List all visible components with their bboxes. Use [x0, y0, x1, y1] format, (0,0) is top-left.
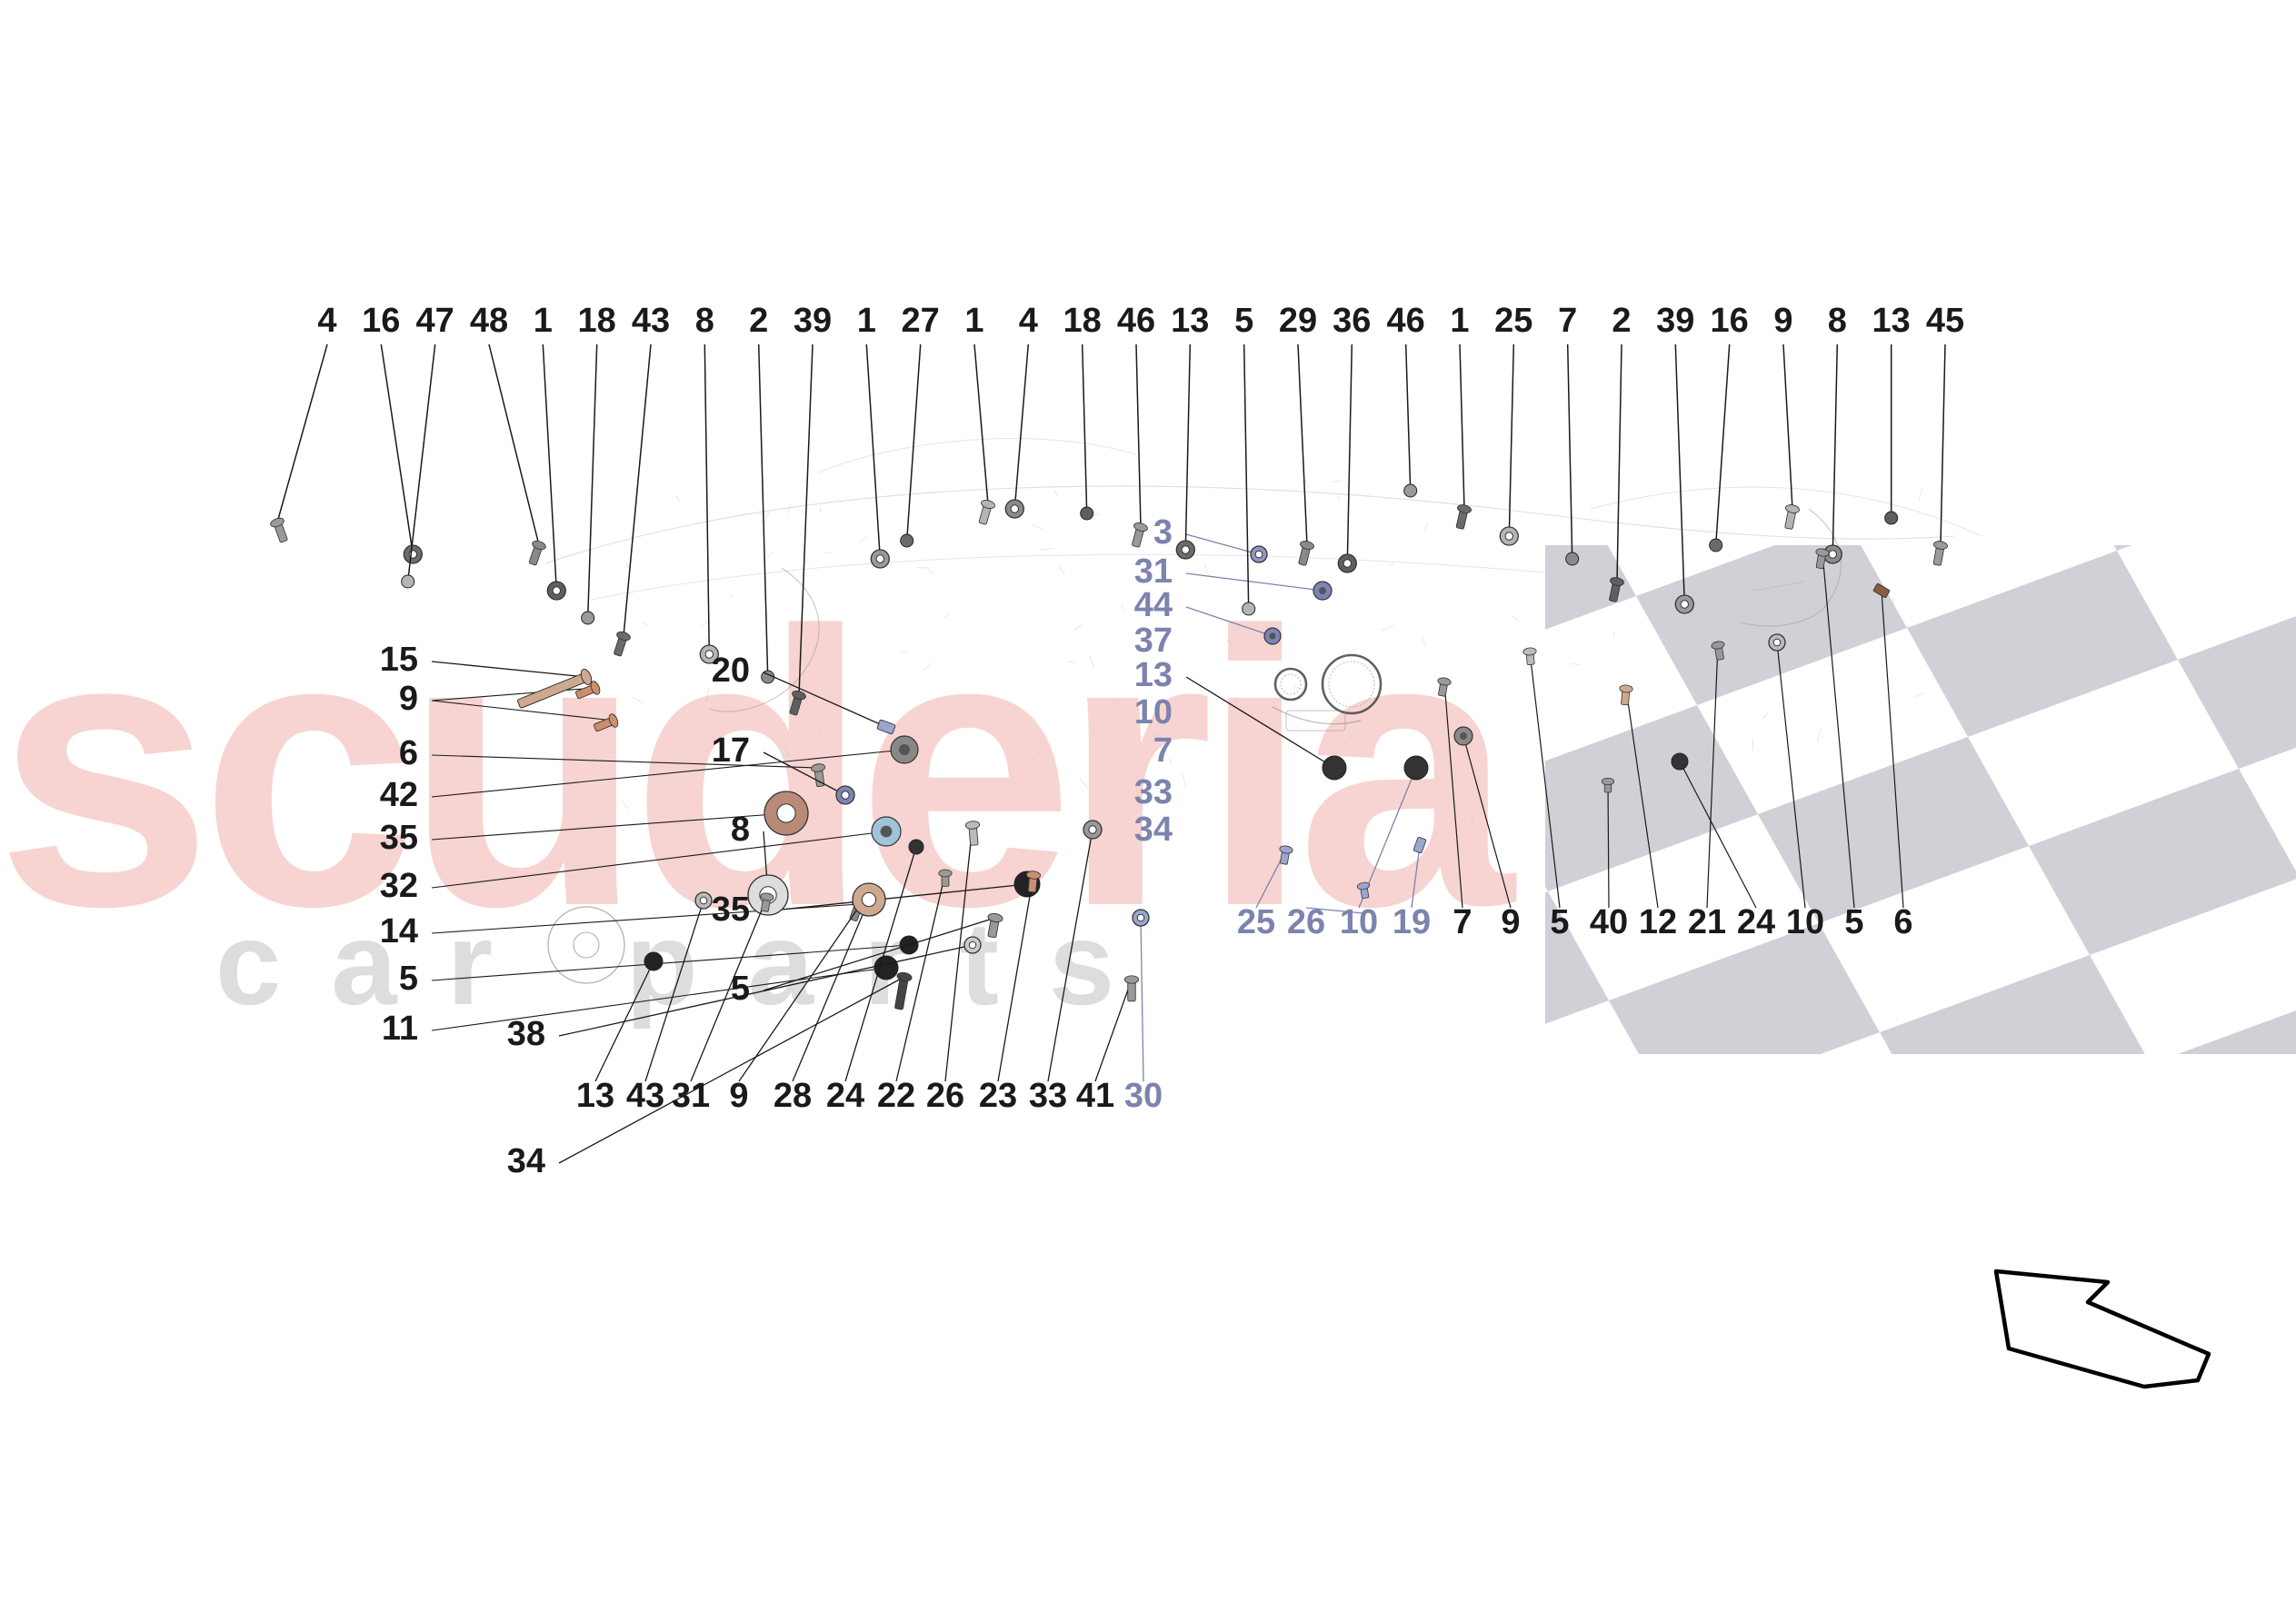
svg-text:47: 47: [416, 302, 454, 340]
svg-text:34: 34: [507, 1142, 545, 1180]
svg-text:48: 48: [470, 302, 508, 340]
svg-text:5: 5: [399, 960, 418, 998]
svg-text:10: 10: [1340, 903, 1378, 941]
svg-text:46: 46: [1387, 302, 1425, 340]
svg-text:6: 6: [1893, 903, 1912, 941]
svg-text:13: 13: [1872, 302, 1911, 340]
svg-text:5: 5: [1234, 302, 1253, 340]
svg-text:5: 5: [1550, 903, 1569, 941]
svg-text:16: 16: [362, 302, 400, 340]
svg-text:25: 25: [1494, 302, 1532, 340]
svg-text:12: 12: [1639, 903, 1677, 941]
svg-text:24: 24: [826, 1077, 864, 1115]
svg-text:40: 40: [1590, 903, 1628, 941]
svg-text:19: 19: [1393, 903, 1431, 941]
svg-text:35: 35: [380, 819, 418, 857]
svg-text:38: 38: [507, 1015, 545, 1053]
svg-text:42: 42: [380, 776, 418, 814]
svg-text:16: 16: [1711, 302, 1749, 340]
svg-text:26: 26: [926, 1077, 964, 1115]
svg-text:37: 37: [1134, 622, 1173, 660]
svg-text:22: 22: [877, 1077, 915, 1115]
svg-text:25: 25: [1237, 903, 1275, 941]
svg-text:18: 18: [578, 302, 616, 340]
svg-text:13: 13: [1171, 302, 1209, 340]
svg-text:8: 8: [731, 811, 750, 849]
svg-text:27: 27: [902, 302, 940, 340]
svg-text:32: 32: [380, 867, 418, 905]
svg-text:1: 1: [857, 302, 876, 340]
svg-text:1: 1: [534, 302, 553, 340]
svg-text:45: 45: [1926, 302, 1964, 340]
svg-text:1: 1: [1450, 302, 1469, 340]
svg-text:33: 33: [1029, 1077, 1067, 1115]
svg-text:8: 8: [695, 302, 714, 340]
svg-text:3: 3: [1153, 513, 1173, 552]
svg-text:10: 10: [1786, 903, 1824, 941]
svg-text:18: 18: [1063, 302, 1102, 340]
svg-text:5: 5: [731, 970, 750, 1008]
svg-text:9: 9: [1773, 302, 1792, 340]
svg-text:21: 21: [1688, 903, 1726, 941]
svg-text:23: 23: [979, 1077, 1017, 1115]
svg-text:39: 39: [1656, 302, 1694, 340]
svg-text:43: 43: [632, 302, 670, 340]
svg-text:39: 39: [794, 302, 832, 340]
svg-text:15: 15: [380, 641, 418, 679]
svg-text:13: 13: [1134, 656, 1173, 694]
svg-text:36: 36: [1333, 302, 1371, 340]
svg-text:9: 9: [1501, 903, 1520, 941]
svg-text:24: 24: [1737, 903, 1775, 941]
svg-text:34: 34: [1134, 811, 1173, 849]
svg-text:6: 6: [399, 734, 418, 772]
svg-text:2: 2: [749, 302, 768, 340]
svg-text:8: 8: [1828, 302, 1847, 340]
svg-text:5: 5: [1844, 903, 1863, 941]
svg-text:17: 17: [712, 731, 750, 770]
svg-text:10: 10: [1134, 693, 1173, 731]
svg-text:20: 20: [712, 652, 750, 690]
svg-text:2: 2: [1612, 302, 1631, 340]
svg-text:9: 9: [399, 680, 418, 718]
svg-text:7: 7: [1558, 302, 1577, 340]
svg-text:29: 29: [1279, 302, 1317, 340]
svg-text:30: 30: [1124, 1077, 1163, 1115]
svg-text:33: 33: [1134, 773, 1173, 811]
svg-text:7: 7: [1153, 731, 1173, 770]
svg-text:9: 9: [729, 1077, 748, 1115]
svg-text:31: 31: [672, 1077, 710, 1115]
svg-text:43: 43: [626, 1077, 664, 1115]
svg-text:41: 41: [1076, 1077, 1114, 1115]
svg-text:35: 35: [712, 891, 750, 929]
svg-text:44: 44: [1134, 586, 1173, 624]
svg-text:13: 13: [576, 1077, 614, 1115]
svg-text:14: 14: [380, 912, 418, 950]
svg-text:7: 7: [1452, 903, 1472, 941]
svg-text:31: 31: [1134, 552, 1173, 591]
svg-text:28: 28: [774, 1077, 812, 1115]
svg-text:1: 1: [964, 302, 983, 340]
svg-text:11: 11: [382, 1010, 418, 1048]
svg-text:4: 4: [317, 302, 336, 340]
svg-text:4: 4: [1019, 302, 1038, 340]
svg-text:46: 46: [1117, 302, 1155, 340]
